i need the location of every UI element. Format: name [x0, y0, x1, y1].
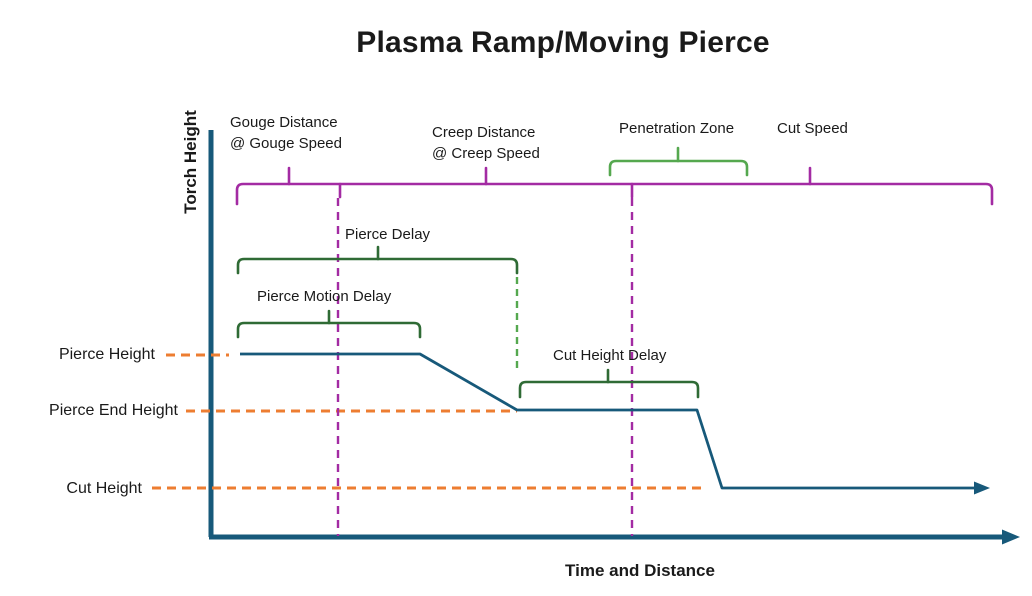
- phase-bracket-line: [235, 182, 994, 206]
- gouge-distance-line1: Gouge Distance: [230, 114, 338, 131]
- cut-height-label: Cut Height: [66, 480, 142, 497]
- cut-speed-label: Cut Speed: [777, 120, 848, 137]
- pierce-motion-delay-brace: [236, 321, 422, 339]
- cut-height-delay-label: Cut Height Delay: [553, 347, 667, 364]
- y-axis-label: Torch Height: [181, 110, 200, 214]
- penetration-zone-brace: [608, 159, 749, 177]
- pierce-delay-label: Pierce Delay: [345, 226, 431, 243]
- gouge-distance-line2: @ Gouge Speed: [230, 135, 342, 152]
- creep-distance-label: Creep Distance @ Creep Speed: [432, 122, 540, 164]
- x-axis-arrow-icon: [1002, 529, 1020, 545]
- torch-profile-line: [240, 352, 980, 490]
- torch-profile-arrow-icon: [974, 481, 990, 495]
- penetration-zone-label: Penetration Zone: [619, 120, 735, 137]
- creep-distance-line2: @ Creep Speed: [432, 145, 540, 162]
- x-axis-label: Time and Distance: [565, 561, 715, 580]
- pierce-motion-delay-label: Pierce Motion Delay: [257, 288, 392, 305]
- diagram-title: Plasma Ramp/Moving Pierce: [356, 26, 770, 59]
- gouge-distance-label: Gouge Distance @ Gouge Speed: [230, 112, 342, 154]
- pierce-height-label: Pierce Height: [58, 346, 155, 363]
- creep-distance-line1: Creep Distance: [432, 124, 536, 141]
- cut-height-delay-brace: [518, 380, 700, 399]
- pierce-end-height-label: Pierce End Height: [49, 402, 178, 419]
- pierce-delay-brace: [236, 257, 519, 275]
